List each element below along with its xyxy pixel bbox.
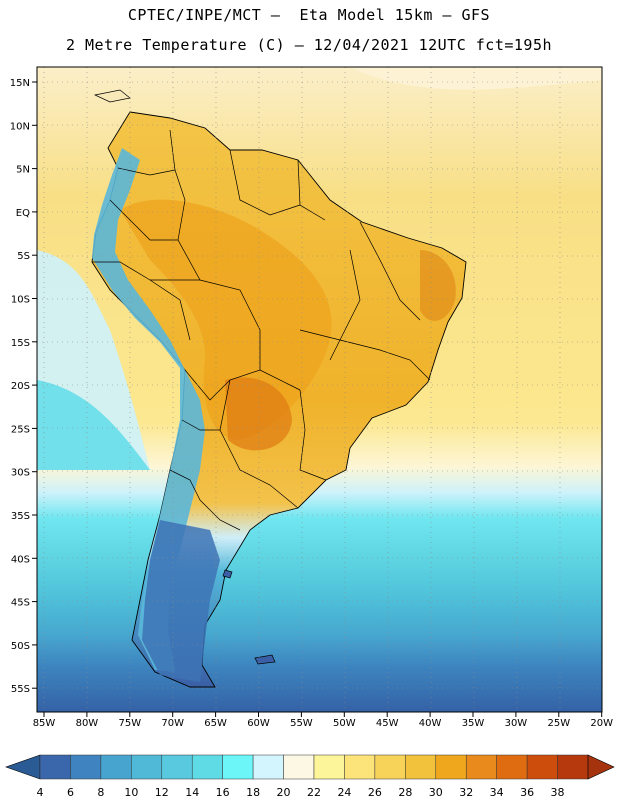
lon-tick-label: 85W <box>33 718 56 729</box>
colorbar-label: 16 <box>216 786 230 799</box>
colorbar-swatch <box>405 754 437 780</box>
map-panel <box>37 67 602 712</box>
lat-tick-label: 50S <box>11 641 30 652</box>
colorbar-swatch <box>222 754 254 780</box>
colorbar-label: 38 <box>551 786 565 799</box>
colorbar-label: 22 <box>307 786 321 799</box>
islands <box>93 89 276 665</box>
colorbar-swatch <box>374 754 406 780</box>
lat-tick-label: 10N <box>10 121 30 132</box>
colorbar-label: 18 <box>246 786 260 799</box>
colorbar-high-arrow <box>587 754 615 780</box>
colorbar-low-arrow <box>5 754 41 780</box>
lat-tick-label: 5S <box>17 251 30 262</box>
lon-tick-label: 70W <box>161 718 184 729</box>
colorbar-swatch <box>465 754 497 780</box>
longitude-axis: 85W 80W 75W 70W 65W 60W 55W 50W 45W 40W 35W 30W 25W 2… <box>33 712 613 729</box>
chaco-hot-spot <box>225 377 292 451</box>
latitude-axis: 15N 10N 5N EQ 5S 10S 15S 20S 25S 30S 35S 40S 45S 50S 5… <box>10 78 37 695</box>
lon-tick-label: 45W <box>376 718 399 729</box>
lat-tick-label: 30S <box>11 468 30 479</box>
lat-tick-label: 10S <box>11 295 30 306</box>
colorbar <box>5 754 615 780</box>
colorbar-label: 6 <box>67 786 74 799</box>
colorbar-swatch <box>131 754 163 780</box>
colorbar-swatch <box>252 754 284 780</box>
lon-tick-label: 75W <box>118 718 141 729</box>
colorbar-swatch <box>496 754 528 780</box>
colorbar-label: 32 <box>459 786 473 799</box>
lat-tick-label: 20S <box>11 381 30 392</box>
colorbar-label: 28 <box>398 786 412 799</box>
colorbar-label: 4 <box>37 786 44 799</box>
lat-tick-label: EQ <box>16 208 30 219</box>
title-line-2: 2 Metre Temperature (C) – 12/04/2021 12U… <box>65 36 553 54</box>
colorbar-swatch <box>557 754 589 780</box>
lon-tick-label: 55W <box>290 718 313 729</box>
interior-hot-region <box>120 199 332 440</box>
lon-tick-label: 50W <box>333 718 356 729</box>
colorbar-label: 24 <box>337 786 351 799</box>
lon-tick-label: 35W <box>462 718 485 729</box>
graticule <box>37 67 602 712</box>
lat-tick-label: 15S <box>11 338 30 349</box>
warm-north-ocean <box>350 67 602 90</box>
lon-tick-label: 30W <box>505 718 528 729</box>
lat-tick-label: 25S <box>11 424 30 435</box>
colorbar-swatch <box>313 754 345 780</box>
title-line-1: CPTEC/INPE/MCT – Eta Model 15km – GFS <box>127 6 491 24</box>
patagonia-cold-region <box>142 520 220 682</box>
lat-tick-label: 15N <box>10 78 30 89</box>
lon-tick-label: 25W <box>547 718 570 729</box>
colorbar-swatch <box>161 754 193 780</box>
lon-tick-label: 40W <box>419 718 442 729</box>
lon-tick-label: 60W <box>247 718 270 729</box>
lon-tick-label: 20W <box>590 718 613 729</box>
lat-tick-label: 40S <box>11 554 30 565</box>
country-borders <box>92 129 431 531</box>
colorbar-swatch <box>344 754 376 780</box>
colorbar-swatch <box>283 754 315 780</box>
map-frame <box>36 66 603 713</box>
colorbar-swatch <box>39 754 71 780</box>
colorbar-labels: 4 6 8 10 12 14 16 18 20 22 24 26 28 30 32 34 36 38 <box>37 786 565 799</box>
colorbar-swatch <box>70 754 102 780</box>
colorbar-label: 36 <box>520 786 534 799</box>
colorbar-swatch <box>100 754 132 780</box>
colorbar-label: 14 <box>185 786 199 799</box>
lat-tick-label: 55S <box>11 684 30 695</box>
northeast-hot-spot <box>420 250 456 321</box>
colorbar-label: 30 <box>429 786 443 799</box>
colorbar-swatch <box>191 754 223 780</box>
lat-tick-label: 5N <box>16 165 30 176</box>
colorbar-label: 20 <box>277 786 291 799</box>
colorbar-swatch <box>435 754 467 780</box>
colorbar-label: 34 <box>490 786 504 799</box>
lon-tick-label: 65W <box>204 718 227 729</box>
colorbar-label: 8 <box>97 786 104 799</box>
colorbar-swatch <box>526 754 558 780</box>
lat-tick-label: 45S <box>11 598 30 609</box>
colorbar-label: 10 <box>124 786 138 799</box>
lat-tick-label: 35S <box>11 511 30 522</box>
colorbar-label: 26 <box>368 786 382 799</box>
lon-tick-label: 80W <box>76 718 99 729</box>
pacific-cold-band <box>37 380 150 470</box>
colorbar-label: 12 <box>155 786 169 799</box>
